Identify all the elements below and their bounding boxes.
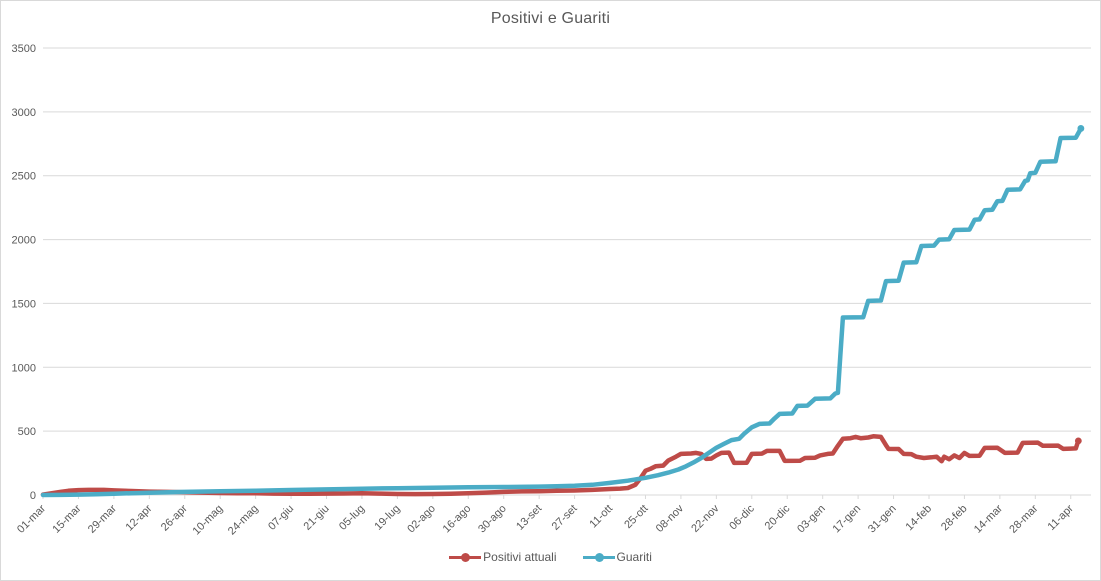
x-tick-label: 28-feb	[939, 503, 970, 534]
positivi-line-swatch-icon	[449, 552, 482, 562]
x-tick-label: 02-ago	[405, 503, 438, 536]
y-tick-label: 1000	[12, 362, 36, 374]
x-tick-label: 01-mar	[15, 502, 48, 535]
x-tick-label: 20-dic	[763, 502, 793, 532]
y-tick-label: 3000	[12, 107, 36, 119]
chart-title: Positivi e Guariti	[490, 10, 611, 27]
y-tick-label: 2500	[12, 171, 36, 183]
guariti-line-swatch-icon	[582, 552, 615, 562]
legend-item-guariti: Guariti	[582, 550, 652, 564]
series-endpoint-guariti	[1077, 125, 1085, 132]
x-tick-label: 29-mar	[86, 502, 119, 535]
x-tick-label: 05-lug	[337, 503, 367, 533]
x-tick-label: 24-mag	[226, 503, 261, 538]
y-tick-label: 0	[30, 490, 36, 502]
x-tick-label: 19-lug	[372, 503, 402, 533]
legend-label-guariti: Guariti	[616, 550, 652, 564]
x-tick-label: 11-apr	[1045, 502, 1076, 533]
x-tick-label: 26-apr	[159, 502, 190, 533]
y-tick-label: 1500	[12, 298, 36, 310]
series-line-positivi	[40, 434, 1081, 497]
x-tick-label: 14-mar	[972, 502, 1005, 535]
legend-item-positivi: Positivi attuali	[449, 550, 557, 564]
series-endpoint-positivi	[1074, 437, 1082, 445]
x-tick-label: 11-ott	[587, 503, 615, 531]
x-tick-label: 17-gen	[831, 503, 864, 536]
x-tick-label: 25-ott	[622, 503, 650, 531]
x-tick-label: 14-feb	[904, 503, 935, 534]
legend-label-positivi: Positivi attuali	[483, 550, 557, 564]
x-tick-label: 12-apr	[123, 502, 154, 533]
x-tick-label: 07-giu	[266, 503, 296, 533]
x-tick-label: 16-ago	[441, 503, 474, 536]
x-tick-label: 27-set	[550, 503, 580, 533]
x-tick-label: 22-nov	[689, 502, 722, 535]
x-tick-label: 10-mag	[190, 503, 225, 538]
x-tick-label: 30-ago	[476, 503, 509, 536]
x-tick-label: 08-nov	[654, 502, 687, 535]
x-tick-label: 06-dic	[727, 502, 757, 532]
x-tick-label: 03-gen	[795, 503, 828, 536]
y-tick-label: 3500	[12, 43, 36, 55]
y-tick-label: 500	[18, 426, 36, 438]
x-tick-label: 31-gen	[866, 503, 899, 536]
x-tick-label: 21-giu	[302, 503, 332, 533]
y-tick-label: 2000	[12, 235, 36, 247]
x-tick-label: 13-set	[514, 503, 544, 533]
series-line-guariti	[40, 126, 1084, 498]
x-tick-label: 15-mar	[50, 502, 83, 535]
x-tick-label: 28-mar	[1007, 502, 1040, 535]
chart-legend: Positivi attuali Guariti	[1, 550, 1100, 564]
